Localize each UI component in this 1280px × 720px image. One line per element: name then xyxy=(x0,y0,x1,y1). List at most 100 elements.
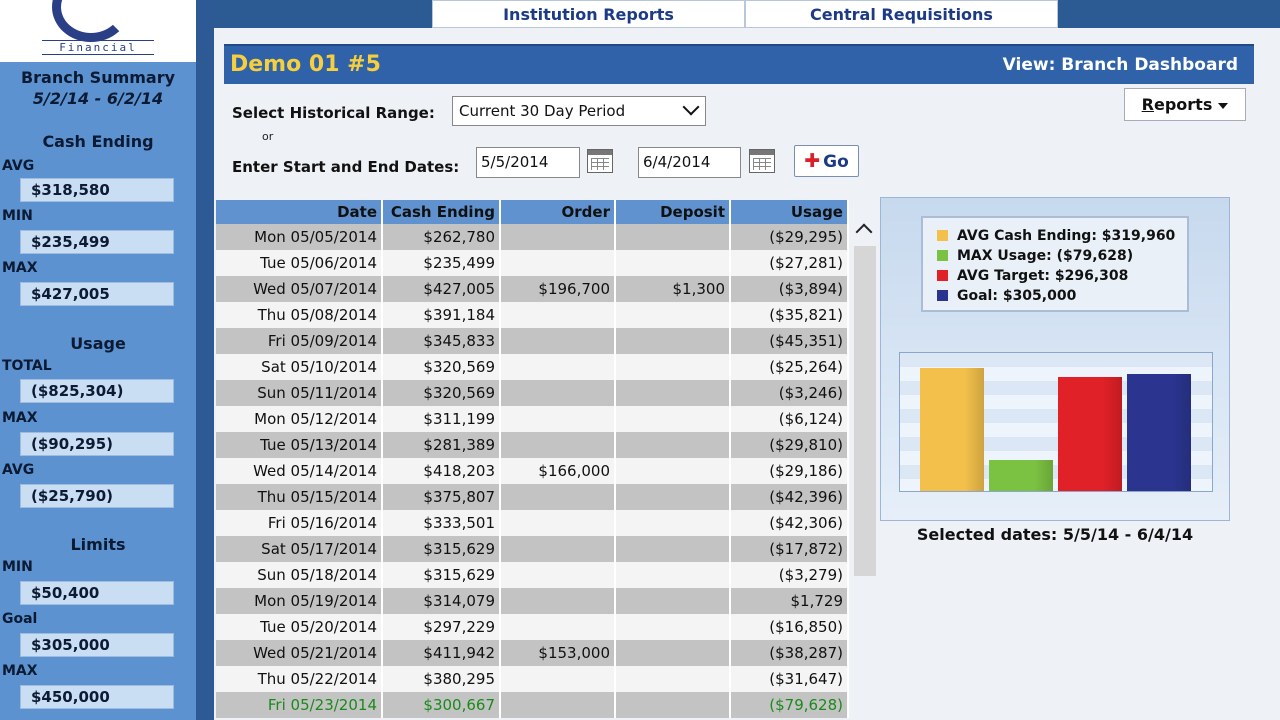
tab-institution-reports[interactable]: Institution Reports xyxy=(432,0,745,28)
table-cell: ($31,647) xyxy=(730,666,849,692)
legend-swatch xyxy=(937,290,948,301)
legend-item: AVG Cash Ending: $319,960 xyxy=(937,228,1175,244)
bar-1 xyxy=(920,368,984,491)
usage-total-value: ($825,304) xyxy=(20,379,174,403)
table-row[interactable]: Mon 05/12/2014 $311,199 ($6,124) xyxy=(216,406,849,432)
reports-label-accel: R xyxy=(1141,95,1154,114)
table-row[interactable]: Fri 05/09/2014 $345,833 ($45,351) xyxy=(216,328,849,354)
table-row[interactable]: Tue 05/20/2014 $297,229 ($16,850) xyxy=(216,614,849,640)
table-row[interactable]: Thu 05/08/2014 $391,184 ($35,821) xyxy=(216,302,849,328)
table-row[interactable]: Wed 05/21/2014 $411,942 $153,000 ($38,287) xyxy=(216,640,849,666)
legend-swatch xyxy=(937,270,948,281)
table-cell: $297,229 xyxy=(382,614,501,640)
go-button[interactable]: ✚ Go xyxy=(794,145,859,177)
tab-central-requisitions[interactable]: Central Requisitions xyxy=(745,0,1058,28)
table-row[interactable]: Tue 05/13/2014 $281,389 ($29,810) xyxy=(216,432,849,458)
scroll-thumb[interactable] xyxy=(854,246,876,576)
selected-dates-label: Selected dates: 5/5/14 - 6/4/14 xyxy=(916,525,1194,544)
table-cell: Tue 05/20/2014 xyxy=(216,614,383,640)
table-cell: $391,184 xyxy=(382,302,501,328)
column-header[interactable]: Deposit xyxy=(615,200,731,224)
table-row[interactable]: Mon 05/19/2014 $314,079 $1,729 xyxy=(216,588,849,614)
table-row[interactable]: Sun 05/11/2014 $320,569 ($3,246) xyxy=(216,380,849,406)
start-date-input[interactable]: 5/5/2014 xyxy=(476,147,580,178)
table-header-row: Date Cash Ending Order Deposit Usage xyxy=(216,200,849,224)
table-cell: $315,629 xyxy=(382,536,501,562)
table-cell: $235,499 xyxy=(382,250,501,276)
table-row[interactable]: Sat 05/10/2014 $320,569 ($25,264) xyxy=(216,354,849,380)
column-header[interactable]: Order xyxy=(500,200,616,224)
table-cell xyxy=(615,302,731,328)
bar-2 xyxy=(989,460,1053,491)
table-cell: ($6,124) xyxy=(730,406,849,432)
dates-label: Enter Start and End Dates: xyxy=(232,158,460,176)
table-cell: Sat 05/17/2014 xyxy=(216,536,383,562)
table-row[interactable]: Fri 05/16/2014 $333,501 ($42,306) xyxy=(216,510,849,536)
table-cell xyxy=(615,614,731,640)
table-row[interactable]: Tue 05/06/2014 $235,499 ($27,281) xyxy=(216,250,849,276)
table-cell xyxy=(500,510,616,536)
table-cell: Tue 05/13/2014 xyxy=(216,432,383,458)
table-cell: $314,079 xyxy=(382,588,501,614)
table-row[interactable]: Mon 05/05/2014 $262,780 ($29,295) xyxy=(216,224,849,250)
table-cell: ($29,810) xyxy=(730,432,849,458)
table-cell xyxy=(615,432,731,458)
table-cell: $320,569 xyxy=(382,354,501,380)
limits-max-label: MAX xyxy=(2,663,38,679)
table-cell: $345,833 xyxy=(382,328,501,354)
reports-menu-button[interactable]: Reports xyxy=(1124,88,1246,121)
column-header[interactable]: Usage xyxy=(730,200,849,224)
table-cell: Mon 05/19/2014 xyxy=(216,588,383,614)
legend-swatch xyxy=(937,230,948,241)
table-row[interactable]: Wed 05/07/2014 $427,005 $196,700 $1,300 ($3,… xyxy=(216,276,849,302)
table-cell xyxy=(615,640,731,666)
table-cell xyxy=(615,692,731,718)
table-cell xyxy=(615,666,731,692)
legend-item: Goal: $305,000 xyxy=(937,288,1076,304)
table-cell xyxy=(615,250,731,276)
table-row[interactable]: Thu 05/15/2014 $375,807 ($42,396) xyxy=(216,484,849,510)
table-cell: ($35,821) xyxy=(730,302,849,328)
table-cell xyxy=(615,406,731,432)
usage-max-label: MAX xyxy=(2,410,38,426)
table-body: Mon 05/05/2014 $262,780 ($29,295) Tue 05/06… xyxy=(216,224,849,718)
table-row[interactable]: Fri 05/23/2014 $300,667 ($79,628) xyxy=(216,692,849,718)
calendar-icon[interactable] xyxy=(587,149,613,173)
plus-icon: ✚ xyxy=(804,150,821,172)
table-row[interactable]: Sun 05/18/2014 $315,629 ($3,279) xyxy=(216,562,849,588)
view-label: View: Branch Dashboard xyxy=(1002,55,1238,75)
legend-label: Goal: $305,000 xyxy=(957,288,1077,304)
table-row[interactable]: Wed 05/14/2014 $418,203 $166,000 ($29,186) xyxy=(216,458,849,484)
legend-label: AVG Target: $296,308 xyxy=(957,268,1129,284)
table-cell: Sat 05/10/2014 xyxy=(216,354,383,380)
historical-range-select[interactable]: Current 30 Day Period xyxy=(452,96,706,126)
table-cell xyxy=(615,588,731,614)
calendar-icon[interactable] xyxy=(749,149,775,173)
table-cell: ($38,287) xyxy=(730,640,849,666)
table-row[interactable]: Thu 05/22/2014 $380,295 ($31,647) xyxy=(216,666,849,692)
legend-item: MAX Usage: ($79,628) xyxy=(937,248,1133,264)
table-cell xyxy=(500,614,616,640)
usage-title: Usage xyxy=(70,334,126,353)
table-cell: Wed 05/07/2014 xyxy=(216,276,383,302)
table-cell: Wed 05/21/2014 xyxy=(216,640,383,666)
table-row[interactable]: Sat 05/17/2014 $315,629 ($17,872) xyxy=(216,536,849,562)
table-cell: Thu 05/15/2014 xyxy=(216,484,383,510)
table-scrollbar[interactable] xyxy=(852,222,878,720)
table-cell: Thu 05/22/2014 xyxy=(216,666,383,692)
end-date-input[interactable]: 6/4/2014 xyxy=(638,147,741,178)
table-cell: ($25,264) xyxy=(730,354,849,380)
chart-legend: AVG Cash Ending: $319,960 MAX Usage: ($79… xyxy=(921,216,1189,312)
cash-min-value: $235,499 xyxy=(20,230,174,254)
column-header[interactable]: Date xyxy=(216,200,383,224)
cash-max-label: MAX xyxy=(2,260,38,276)
table-cell xyxy=(615,510,731,536)
limits-min-value: $50,400 xyxy=(20,581,174,605)
table-cell: $320,569 xyxy=(382,380,501,406)
column-header[interactable]: Cash Ending xyxy=(382,200,501,224)
table-cell: ($29,186) xyxy=(730,458,849,484)
table-cell: Fri 05/09/2014 xyxy=(216,328,383,354)
scroll-up-icon[interactable] xyxy=(855,223,873,241)
table-cell: $311,199 xyxy=(382,406,501,432)
